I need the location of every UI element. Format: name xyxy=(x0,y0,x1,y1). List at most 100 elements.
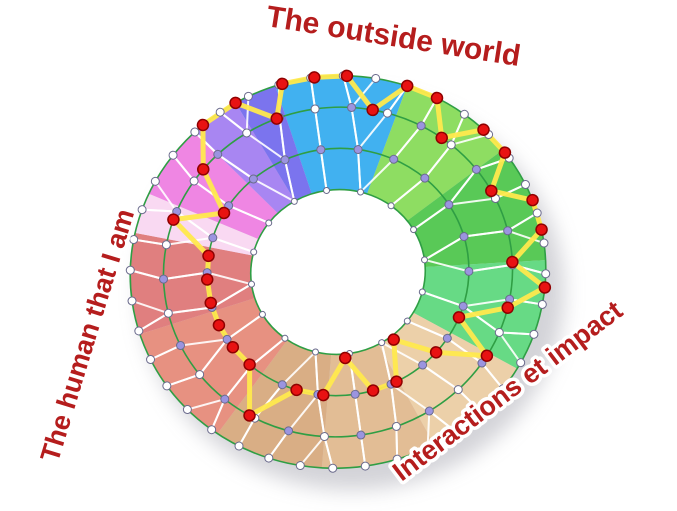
web-line xyxy=(357,112,389,151)
node xyxy=(168,150,178,160)
node xyxy=(416,121,426,131)
sector-green xyxy=(407,149,546,267)
node xyxy=(371,73,381,83)
node xyxy=(163,308,173,318)
web-line xyxy=(359,158,395,193)
node xyxy=(360,461,370,471)
hole xyxy=(250,189,426,355)
node xyxy=(213,149,223,159)
node xyxy=(498,384,508,394)
web-line xyxy=(283,159,296,202)
sector-salmon xyxy=(139,298,288,434)
node xyxy=(247,280,255,288)
web-line xyxy=(498,331,522,364)
web-line xyxy=(166,373,200,387)
node xyxy=(451,427,461,437)
node xyxy=(382,108,392,118)
web-line xyxy=(219,111,248,134)
node xyxy=(494,327,504,337)
red-node xyxy=(498,146,512,159)
web-line xyxy=(245,96,250,133)
red-node xyxy=(217,206,231,220)
web-line xyxy=(424,144,453,179)
web-line xyxy=(390,177,426,207)
yellow-path xyxy=(170,73,548,418)
red-node xyxy=(430,91,444,105)
web-line xyxy=(309,77,317,110)
node xyxy=(391,421,401,431)
red-node xyxy=(538,281,552,294)
web-line xyxy=(198,338,228,376)
web-line xyxy=(350,77,377,109)
web-line xyxy=(138,312,169,332)
web-line xyxy=(357,149,362,193)
web-line xyxy=(412,203,450,231)
red-node xyxy=(387,333,400,346)
web-line xyxy=(238,417,256,447)
node xyxy=(392,454,402,464)
node xyxy=(125,265,135,275)
yellow-path-line xyxy=(170,73,548,418)
web-line xyxy=(316,394,326,437)
web-line xyxy=(172,154,195,182)
web-line xyxy=(450,133,489,146)
red-node xyxy=(400,79,414,93)
web-line xyxy=(390,383,430,412)
node xyxy=(182,405,192,415)
node xyxy=(190,127,200,137)
node xyxy=(420,173,430,183)
node xyxy=(357,188,365,196)
web-line xyxy=(278,117,286,160)
node xyxy=(137,205,147,215)
node xyxy=(418,288,426,296)
node xyxy=(423,443,433,453)
web-line xyxy=(424,258,470,273)
web-line xyxy=(223,365,252,400)
web-line xyxy=(463,298,510,308)
node xyxy=(290,197,298,205)
web-line xyxy=(446,337,483,364)
web-line xyxy=(448,197,496,206)
web-line xyxy=(142,208,177,213)
web-line xyxy=(463,229,508,238)
red-node xyxy=(243,409,256,422)
node xyxy=(195,370,205,380)
node xyxy=(127,296,137,306)
web-line xyxy=(499,331,534,336)
donut-group xyxy=(125,69,552,473)
red-node xyxy=(435,131,448,145)
red-node xyxy=(229,96,242,110)
red-node xyxy=(276,77,289,91)
node xyxy=(458,301,468,311)
web-line xyxy=(390,384,398,427)
web-line xyxy=(507,212,538,232)
node xyxy=(453,385,463,395)
web-line xyxy=(166,236,213,246)
node xyxy=(378,339,386,347)
web-line xyxy=(228,204,270,224)
red-node xyxy=(212,318,226,332)
node xyxy=(529,329,539,339)
node xyxy=(189,176,199,186)
red-node xyxy=(196,118,210,132)
node xyxy=(464,266,474,276)
node xyxy=(281,334,289,342)
web-line xyxy=(154,180,178,213)
node xyxy=(159,274,169,284)
node xyxy=(459,232,469,242)
node xyxy=(176,341,186,351)
web-line xyxy=(287,393,319,432)
red-node xyxy=(506,255,519,269)
node xyxy=(311,348,319,356)
node xyxy=(476,407,486,417)
node xyxy=(250,248,258,256)
web-line xyxy=(187,398,226,411)
node xyxy=(418,360,428,370)
node xyxy=(424,406,434,416)
triangulation-lines xyxy=(130,75,546,469)
red-node xyxy=(501,301,514,314)
web-line xyxy=(481,362,504,390)
web-line xyxy=(319,149,328,191)
sector-rose xyxy=(130,232,255,335)
